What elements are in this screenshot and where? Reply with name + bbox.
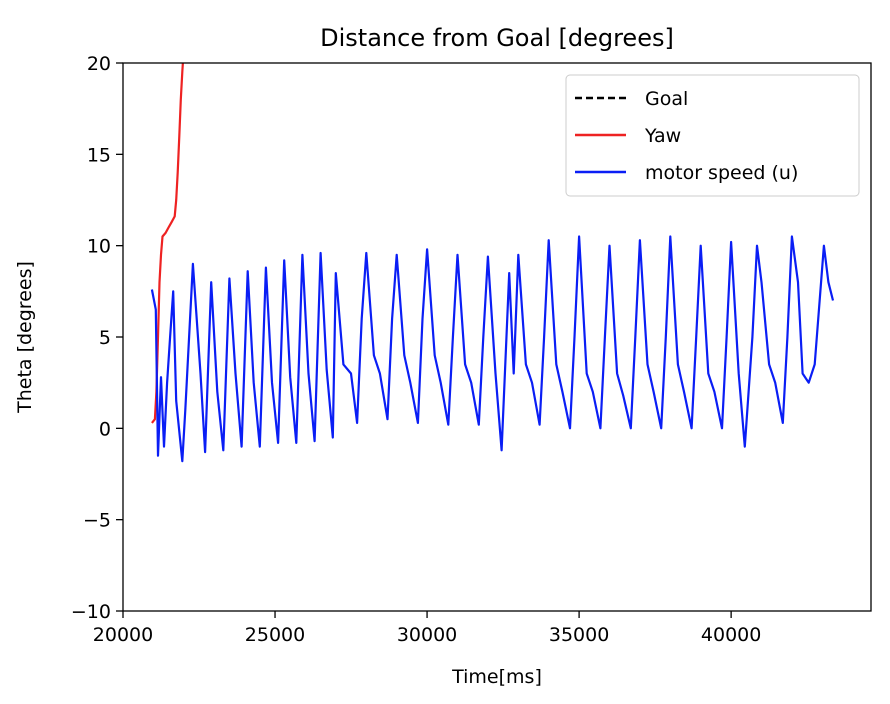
y-axis-label: Theta [degrees] [14, 261, 36, 414]
x-tick-label: 25000 [245, 624, 305, 646]
legend: Goal Yaw motor speed (u) [565, 74, 860, 197]
chart-title: Distance from Goal [degrees] [320, 24, 674, 52]
legend-label: Yaw [644, 125, 681, 147]
legend-label: motor speed (u) [645, 162, 798, 184]
x-axis: 20000 25000 30000 35000 40000 [93, 611, 761, 646]
y-tick-label: 15 [87, 144, 111, 166]
y-tick-label: 10 [87, 236, 111, 258]
legend-label: Goal [645, 88, 688, 110]
series-line-motor-speed-u- [150, 235, 835, 463]
x-tick-label: 35000 [549, 624, 609, 646]
x-tick-label: 30000 [397, 624, 457, 646]
y-axis: −10 −5 0 5 10 15 20 [71, 53, 123, 623]
y-tick-label: 5 [99, 327, 111, 349]
x-axis-label: Time[ms] [451, 666, 542, 688]
x-tick-label: 40000 [701, 624, 761, 646]
y-tick-label: −10 [71, 601, 111, 623]
y-tick-label: 0 [99, 418, 111, 440]
y-tick-label: 20 [87, 53, 111, 75]
legend-box [565, 74, 860, 197]
y-tick-label: −5 [83, 510, 111, 532]
x-tick-label: 20000 [93, 624, 153, 646]
